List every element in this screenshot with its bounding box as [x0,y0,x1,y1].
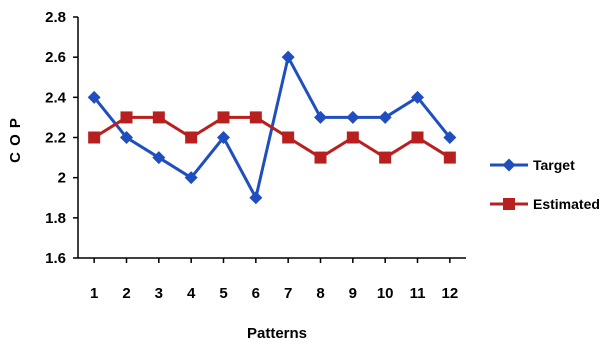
x-axis-title: Patterns [247,325,307,342]
x-tick-label: 9 [349,285,357,302]
y-tick-label: 2.4 [45,89,67,106]
y-tick-label: 2 [58,170,66,187]
y-tick-labels: 1.6 1.8 2 2.2 2.4 2.6 2.8 [45,9,78,267]
data-point-target [217,131,230,144]
x-tick-label: 11 [410,285,426,302]
data-point-estimated [152,111,165,124]
data-point-estimated [185,131,198,144]
legend: Target Estimated [490,157,600,212]
x-tick-label: 7 [284,285,292,302]
series-layer [87,50,457,205]
x-tick-label: 10 [377,285,394,302]
x-tick-label: 6 [252,285,260,302]
data-point-target [346,110,360,124]
x-tick-label: 4 [187,285,196,302]
y-tick-label: 1.8 [45,210,66,227]
legend-marker-target [502,158,516,172]
data-point-target [378,110,392,124]
data-point-target [443,131,457,144]
data-point-estimated [379,151,392,164]
data-point-estimated [217,111,230,124]
legend-label-target: Target [533,157,575,173]
data-point-estimated [411,131,424,144]
x-tick-label: 8 [316,285,324,302]
y-tick-label: 2.2 [45,130,66,147]
y-tick-label: 2.6 [45,49,66,66]
data-point-target [249,191,263,205]
data-point-estimated [443,151,456,164]
x-tick-labels: 1 2 3 4 5 6 7 8 9 10 11 12 [90,258,458,302]
legend-marker-estimated [503,198,515,210]
y-tick-label: 2.8 [45,9,66,26]
x-tick-label: 3 [155,285,163,302]
data-point-estimated [120,111,133,124]
data-point-estimated [88,131,101,144]
data-point-estimated [249,111,262,124]
x-tick-label: 1 [90,285,98,302]
legend-label-estimated: Estimated [533,196,600,212]
data-point-target [314,110,327,124]
data-point-estimated [314,151,327,164]
data-point-target [120,131,133,144]
x-tick-label: 12 [441,285,458,302]
data-point-target [281,50,295,64]
series-estimated [88,111,456,164]
x-tick-label: 5 [219,285,227,302]
data-point-estimated [346,131,359,144]
data-point-target [87,90,101,104]
y-tick-label: 1.6 [45,250,66,267]
data-point-target [411,90,424,104]
data-point-estimated [282,131,295,144]
data-point-target [184,171,198,185]
data-point-target [152,151,166,165]
y-axis-title: C O P [7,117,24,163]
x-tick-label: 2 [122,285,130,302]
